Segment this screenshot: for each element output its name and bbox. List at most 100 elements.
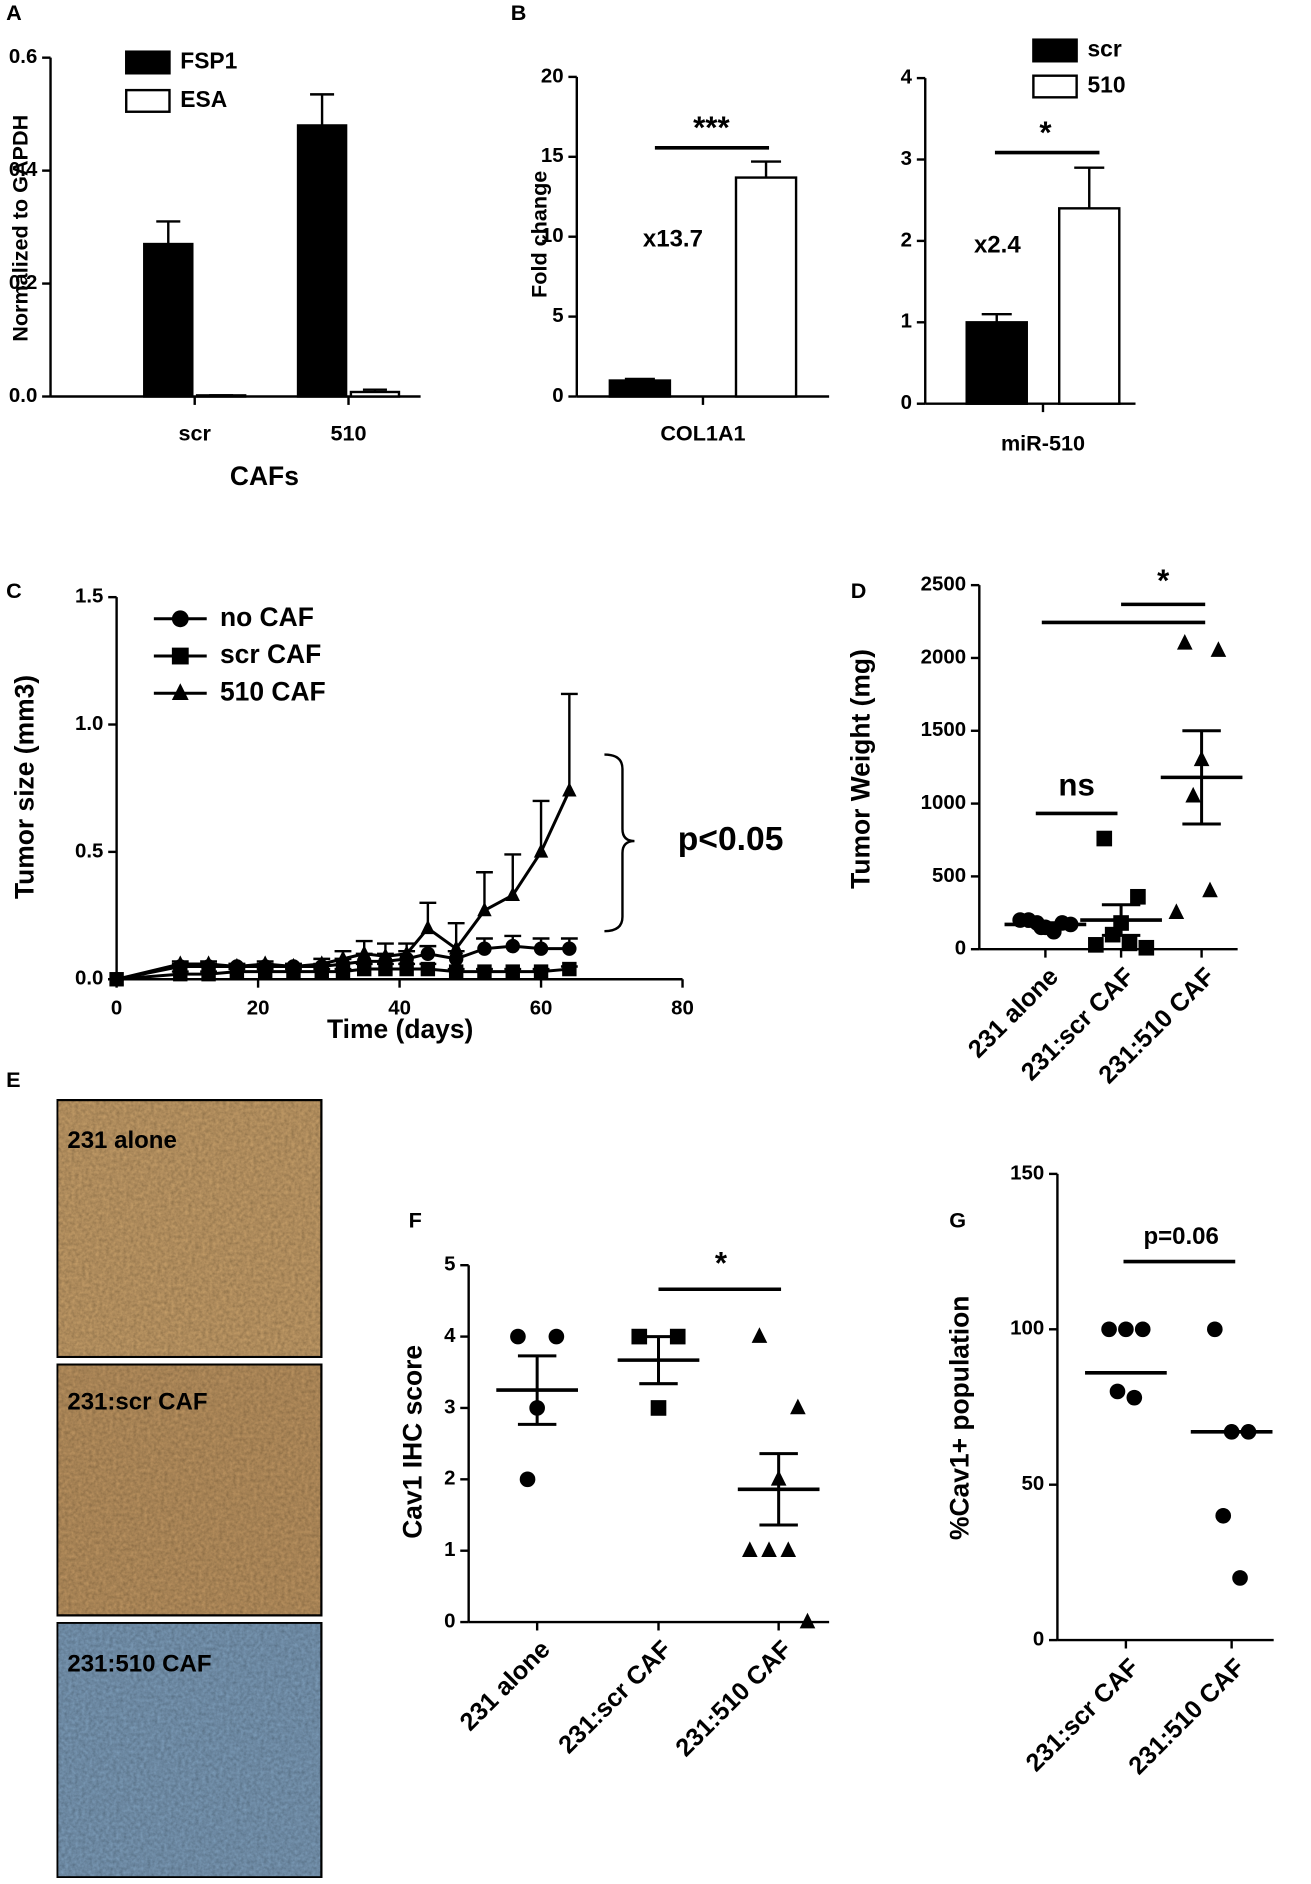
error-bar [156, 220, 181, 245]
marker [533, 843, 549, 858]
x-tick-label: 60 [530, 998, 553, 1020]
marker [378, 961, 393, 977]
marker [171, 647, 189, 665]
marker [1101, 1321, 1117, 1338]
marker [1118, 1321, 1134, 1338]
marker [378, 947, 393, 963]
marker [201, 955, 216, 970]
y-tick-label: 2 [444, 1468, 455, 1490]
image [54, 1361, 324, 1618]
x-axis-title: Time (days) [327, 1014, 473, 1044]
marker [477, 941, 492, 956]
marker [201, 966, 216, 982]
marker [173, 966, 188, 982]
y-tick-label: 2 [901, 229, 912, 251]
error-bar [560, 692, 578, 791]
bar [349, 390, 401, 398]
error-bar [624, 377, 655, 381]
y-tick-label: 0 [901, 392, 912, 414]
legend-label: FSP1 [180, 48, 237, 74]
annotation: x13.7 [643, 226, 703, 253]
marker [420, 919, 436, 935]
marker [448, 964, 464, 979]
y-tick-label: 0 [444, 1610, 455, 1632]
y-axis-title: Normalized to GAPDH [7, 115, 32, 342]
y-tick-label: 50 [1021, 1473, 1044, 1495]
panel-letter: A [6, 0, 22, 25]
y-tick-label: 0.2 [9, 272, 37, 294]
marker [399, 961, 414, 977]
marker [1109, 1383, 1126, 1400]
legend-label: scr CAF [220, 639, 321, 669]
error-bar [639, 1335, 678, 1386]
y-tick-label: 1000 [921, 792, 966, 814]
marker [314, 955, 329, 970]
legend-label: 510 [1087, 72, 1125, 98]
marker [1130, 888, 1146, 905]
bar [1058, 207, 1121, 405]
marker [448, 940, 464, 955]
x-tick-label: 510 [330, 421, 366, 446]
marker [1168, 903, 1185, 920]
marker [1134, 1321, 1151, 1338]
marker [448, 951, 464, 967]
y-tick-label: 1500 [921, 719, 966, 741]
error-bar [1074, 166, 1105, 209]
y-tick-label: 2000 [921, 646, 966, 668]
y-tick-label: 1 [444, 1539, 455, 1561]
marker [533, 964, 549, 979]
error-bar [759, 1452, 798, 1527]
legend-label: no CAF [220, 602, 314, 632]
marker [1045, 923, 1062, 940]
marker [505, 938, 520, 954]
y-tick-label: 20 [541, 65, 564, 87]
marker [1202, 881, 1218, 898]
marker [761, 1541, 777, 1557]
marker [519, 1471, 536, 1488]
y-tick-label: 0.0 [9, 385, 37, 407]
image-label: 231 alone [67, 1127, 176, 1154]
marker [1185, 786, 1201, 803]
legend-swatch [125, 50, 171, 75]
significance-label: * [715, 1245, 728, 1280]
marker [790, 1398, 806, 1415]
y-tick-label: 0 [1033, 1628, 1044, 1650]
legend-label: scr [1087, 35, 1121, 61]
marker [229, 957, 245, 973]
y-tick-label: 0 [955, 938, 966, 960]
marker [742, 1541, 758, 1557]
x-tick-label: 231:scr CAF [553, 1635, 677, 1759]
error-bar [1182, 729, 1221, 826]
y-tick-label: 3 [444, 1396, 455, 1418]
bar [608, 379, 672, 398]
y-axis-title: %Cav1+ population [944, 1296, 974, 1540]
x-tick-label: 20 [247, 998, 270, 1020]
error-bar [310, 93, 335, 126]
marker [799, 1612, 816, 1629]
x-tick-label: 231 alone [455, 1635, 556, 1736]
x-tick-label: 40 [388, 998, 411, 1020]
significance-label: p=0.06 [1143, 1223, 1218, 1250]
marker [562, 782, 577, 797]
marker [171, 683, 189, 701]
marker [335, 950, 351, 965]
marker [356, 961, 372, 977]
y-tick-label: 5 [444, 1254, 455, 1276]
legend-label: 510 CAF [220, 676, 326, 706]
micrograph-2: 231:scr CAF [54, 1361, 324, 1618]
marker [1207, 1321, 1223, 1338]
micrograph-1: 231 alone [54, 1097, 324, 1360]
y-tick-label: 4 [901, 66, 913, 88]
marker [505, 964, 520, 979]
y-tick-label: 0 [552, 385, 563, 407]
marker [751, 1327, 768, 1343]
legend-swatch [1032, 74, 1078, 99]
marker [335, 964, 351, 979]
y-tick-label: 0.4 [9, 159, 38, 181]
y-tick-label: 1 [901, 311, 912, 333]
marker [1126, 1389, 1143, 1406]
y-tick-label: 2500 [921, 574, 966, 596]
y-tick-label: 1.5 [75, 586, 103, 608]
marker [477, 901, 492, 917]
y-tick-label: 3 [901, 148, 912, 170]
